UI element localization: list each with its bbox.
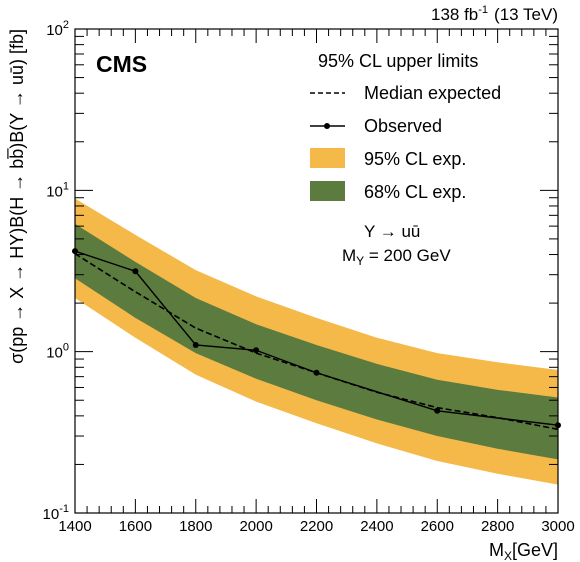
legend-band95-label: 95% CL exp. [364, 149, 466, 169]
x-tick-label: 1600 [119, 518, 152, 535]
x-tick-label: 2800 [481, 518, 514, 535]
y-tick-label: 100 [46, 342, 69, 362]
x-tick-label: 3000 [541, 518, 574, 535]
x-axis-title: MX[GeV] [489, 540, 558, 562]
band-68 [75, 223, 558, 460]
observed-point [253, 347, 260, 354]
y-tick-label: 101 [46, 180, 69, 200]
legend-observed-marker [324, 123, 330, 129]
x-tick-label: 2400 [360, 518, 393, 535]
y-axis-title: σ(pp → X → HY)B(H → bb̅)B(Y → uū) [fb] [7, 29, 27, 364]
observed-point [132, 268, 139, 275]
experiment-label: CMS [96, 51, 147, 77]
legend: 95% CL upper limits Median expected Obse… [310, 51, 501, 202]
x-tick-label: 2200 [300, 518, 333, 535]
x-tick-label: 2600 [421, 518, 454, 535]
legend-band95-swatch [310, 148, 345, 168]
legend-median-label: Median expected [364, 83, 501, 103]
legend-observed-label: Observed [364, 116, 442, 136]
y-tick-label: 102 [46, 19, 69, 39]
legend-title: 95% CL upper limits [318, 51, 478, 71]
legend-band68-swatch [310, 181, 345, 201]
x-tick-label: 1400 [58, 518, 91, 535]
axis-ticks [74, 29, 559, 514]
x-tick-labels: 1400 1600 1800 2000 2200 2400 2600 2800 3000 [58, 518, 574, 535]
expected-bands [75, 198, 558, 485]
process-label: Y → uū [364, 222, 420, 241]
limit-lines [72, 248, 561, 431]
observed-point [434, 407, 441, 414]
x-tick-label: 2000 [239, 518, 272, 535]
y-tick-labels: 10-1 100 101 102 [43, 19, 69, 523]
x-tick-label: 1800 [179, 518, 212, 535]
luminosity-label: 138 fb-1 (13 TeV) [431, 4, 558, 24]
observed-point [313, 369, 320, 376]
observed-point [192, 341, 199, 348]
legend-band68-label: 68% CL exp. [364, 182, 466, 202]
mass-label: MY = 200 GeV [342, 246, 451, 268]
y-tick-label: 10-1 [43, 503, 69, 523]
